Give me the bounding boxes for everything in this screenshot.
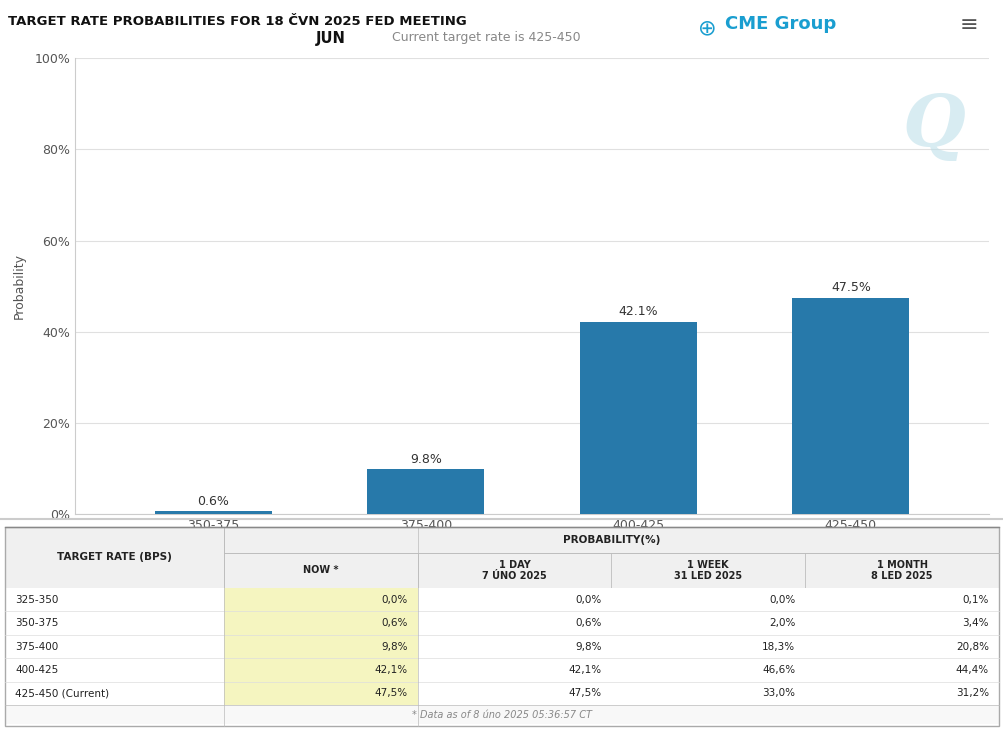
Bar (224, 635, 417, 658)
Bar (804, 553, 998, 588)
Text: 0,0%: 0,0% (381, 595, 407, 604)
Bar (224, 527, 998, 553)
Bar (417, 635, 611, 658)
Bar (611, 635, 804, 658)
Bar (580, 322, 696, 514)
Bar (5, 588, 224, 612)
Bar (5, 527, 224, 588)
Text: 9,8%: 9,8% (381, 642, 407, 652)
Bar (224, 588, 417, 612)
Text: 18,3%: 18,3% (761, 642, 794, 652)
Bar (5, 635, 224, 658)
Y-axis label: Probability: Probability (13, 253, 26, 319)
Bar (417, 553, 611, 588)
Bar (804, 635, 998, 658)
Bar (417, 682, 611, 705)
Text: 0,6%: 0,6% (381, 618, 407, 628)
Text: 425-450 (Current): 425-450 (Current) (15, 688, 109, 698)
Bar (611, 588, 804, 612)
Text: 9,8%: 9,8% (575, 642, 601, 652)
Text: 44,4%: 44,4% (955, 665, 988, 675)
Text: ⊕: ⊕ (697, 18, 716, 38)
Bar (224, 553, 417, 588)
Bar (224, 612, 417, 635)
Text: 9.8%: 9.8% (409, 453, 441, 466)
Text: Current target rate is 425-450: Current target rate is 425-450 (391, 31, 580, 44)
Bar (417, 658, 611, 682)
Text: JUN: JUN (315, 31, 345, 46)
Bar (224, 682, 417, 705)
Text: 47,5%: 47,5% (568, 688, 601, 698)
Text: 400-425: 400-425 (15, 665, 58, 675)
Bar (804, 658, 998, 682)
Text: ≡: ≡ (958, 15, 977, 35)
Text: 42,1%: 42,1% (568, 665, 601, 675)
Bar (804, 612, 998, 635)
Bar (5, 527, 224, 553)
Bar (611, 612, 804, 635)
Text: 3,4%: 3,4% (962, 618, 988, 628)
Text: CME Group: CME Group (724, 15, 835, 34)
Text: 325-350: 325-350 (15, 595, 58, 604)
Bar (5, 612, 224, 635)
Bar (804, 682, 998, 705)
Bar (5, 658, 224, 682)
Text: TARGET RATE PROBABILITIES FOR 18 ČVN 2025 FED MEETING: TARGET RATE PROBABILITIES FOR 18 ČVN 202… (8, 15, 466, 28)
Text: 350-375: 350-375 (15, 618, 58, 628)
Text: 47,5%: 47,5% (374, 688, 407, 698)
Bar (367, 469, 483, 514)
Bar (417, 588, 611, 612)
Bar (5, 682, 224, 705)
Text: 42,1%: 42,1% (374, 665, 407, 675)
Text: 20,8%: 20,8% (955, 642, 988, 652)
Text: 33,0%: 33,0% (761, 688, 794, 698)
Text: 0,6%: 0,6% (575, 618, 601, 628)
Text: Q: Q (902, 91, 965, 162)
Text: 0,0%: 0,0% (575, 595, 601, 604)
Text: 0,1%: 0,1% (962, 595, 988, 604)
Bar (5, 705, 998, 724)
Text: 31,2%: 31,2% (955, 688, 988, 698)
Text: 375-400: 375-400 (15, 642, 58, 652)
Text: NOW *: NOW * (303, 566, 338, 575)
Text: 1 WEEK
31 LED 2025: 1 WEEK 31 LED 2025 (673, 560, 741, 581)
Bar (804, 588, 998, 612)
Bar (611, 682, 804, 705)
Bar (611, 658, 804, 682)
Bar (611, 553, 804, 588)
Text: 0.6%: 0.6% (198, 494, 229, 507)
Text: 2,0%: 2,0% (768, 618, 794, 628)
Bar (791, 297, 909, 514)
Text: 1 MONTH
8 LED 2025: 1 MONTH 8 LED 2025 (871, 560, 932, 581)
Text: * Data as of 8 úno 2025 05:36:57 CT: * Data as of 8 úno 2025 05:36:57 CT (411, 709, 592, 720)
Text: 0,0%: 0,0% (768, 595, 794, 604)
Bar (417, 612, 611, 635)
Text: 42.1%: 42.1% (618, 305, 658, 319)
Text: TARGET RATE (BPS): TARGET RATE (BPS) (57, 553, 172, 562)
Text: PROBABILITY(%): PROBABILITY(%) (562, 535, 659, 545)
Bar (154, 511, 272, 514)
Text: 1 DAY
7 ÚNO 2025: 1 DAY 7 ÚNO 2025 (481, 560, 547, 581)
Bar (224, 658, 417, 682)
X-axis label: Target Rate (in bps): Target Rate (in bps) (470, 540, 593, 553)
Text: 47.5%: 47.5% (830, 281, 870, 294)
Text: 46,6%: 46,6% (761, 665, 794, 675)
